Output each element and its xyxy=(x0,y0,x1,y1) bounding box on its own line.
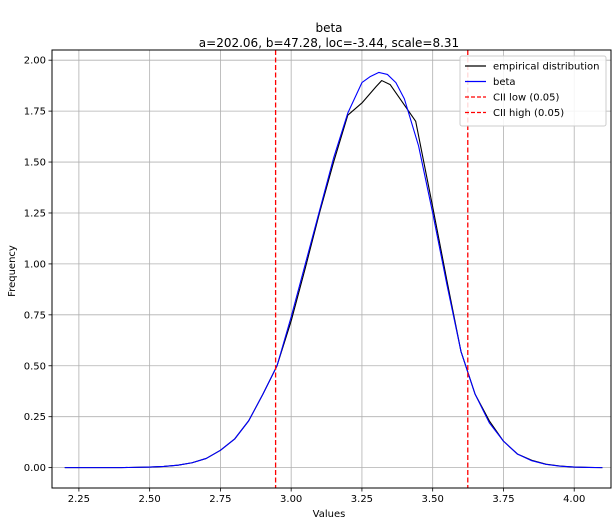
legend-box xyxy=(459,55,607,127)
legend-label-cii-low-0-05: CII low (0.05) xyxy=(493,93,559,104)
plot-lines xyxy=(64,50,603,488)
x-tick-label: 2.75 xyxy=(209,494,231,505)
plot-frame xyxy=(51,49,612,489)
x-tick-label: 4.00 xyxy=(563,494,585,505)
y-tick-label: 2.00 xyxy=(24,56,46,67)
y-tick-label: 0.50 xyxy=(24,361,46,372)
x-tick-label: 2.50 xyxy=(139,494,161,505)
y-ticks: 0.00 0.25 0.50 0.75 1.00 1.25 1.50 1.75 2.00 xyxy=(24,56,52,474)
y-tick-label: 1.50 xyxy=(24,158,46,169)
legend-label-cii-high-0-05: CII high (0.05) xyxy=(493,108,564,119)
y-axis-label: Frequency xyxy=(7,245,18,297)
x-tick-label: 3.00 xyxy=(280,494,302,505)
x-tick-label: 2.25 xyxy=(68,494,90,505)
y-tick-label: 0.75 xyxy=(24,310,46,321)
x-tick-label: 3.75 xyxy=(492,494,514,505)
legend-label-empirical-distribution: empirical distribution xyxy=(493,62,599,73)
x-ticks: 2.25 2.50 2.75 3.00 3.25 3.50 3.75 4.00 xyxy=(68,488,585,505)
y-tick-label: 1.75 xyxy=(24,107,46,118)
y-tick-label: 1.25 xyxy=(24,208,46,219)
chart-subtitle: a=202.06, b=47.28, loc=-3.44, scale=8.31 xyxy=(199,36,459,50)
legend-label-beta: beta xyxy=(493,77,516,88)
y-tick-label: 0.25 xyxy=(24,412,46,423)
x-tick-label: 3.25 xyxy=(351,494,373,505)
legend: empirical distribution beta CII low (0.05)… xyxy=(459,55,607,127)
x-axis-label: Values xyxy=(313,509,346,520)
y-tick-label: 1.00 xyxy=(24,259,46,270)
x-tick-label: 3.50 xyxy=(422,494,444,505)
series-beta-line xyxy=(64,71,603,469)
y-tick-label: 0.00 xyxy=(24,463,46,474)
chart-title: beta xyxy=(315,21,342,35)
